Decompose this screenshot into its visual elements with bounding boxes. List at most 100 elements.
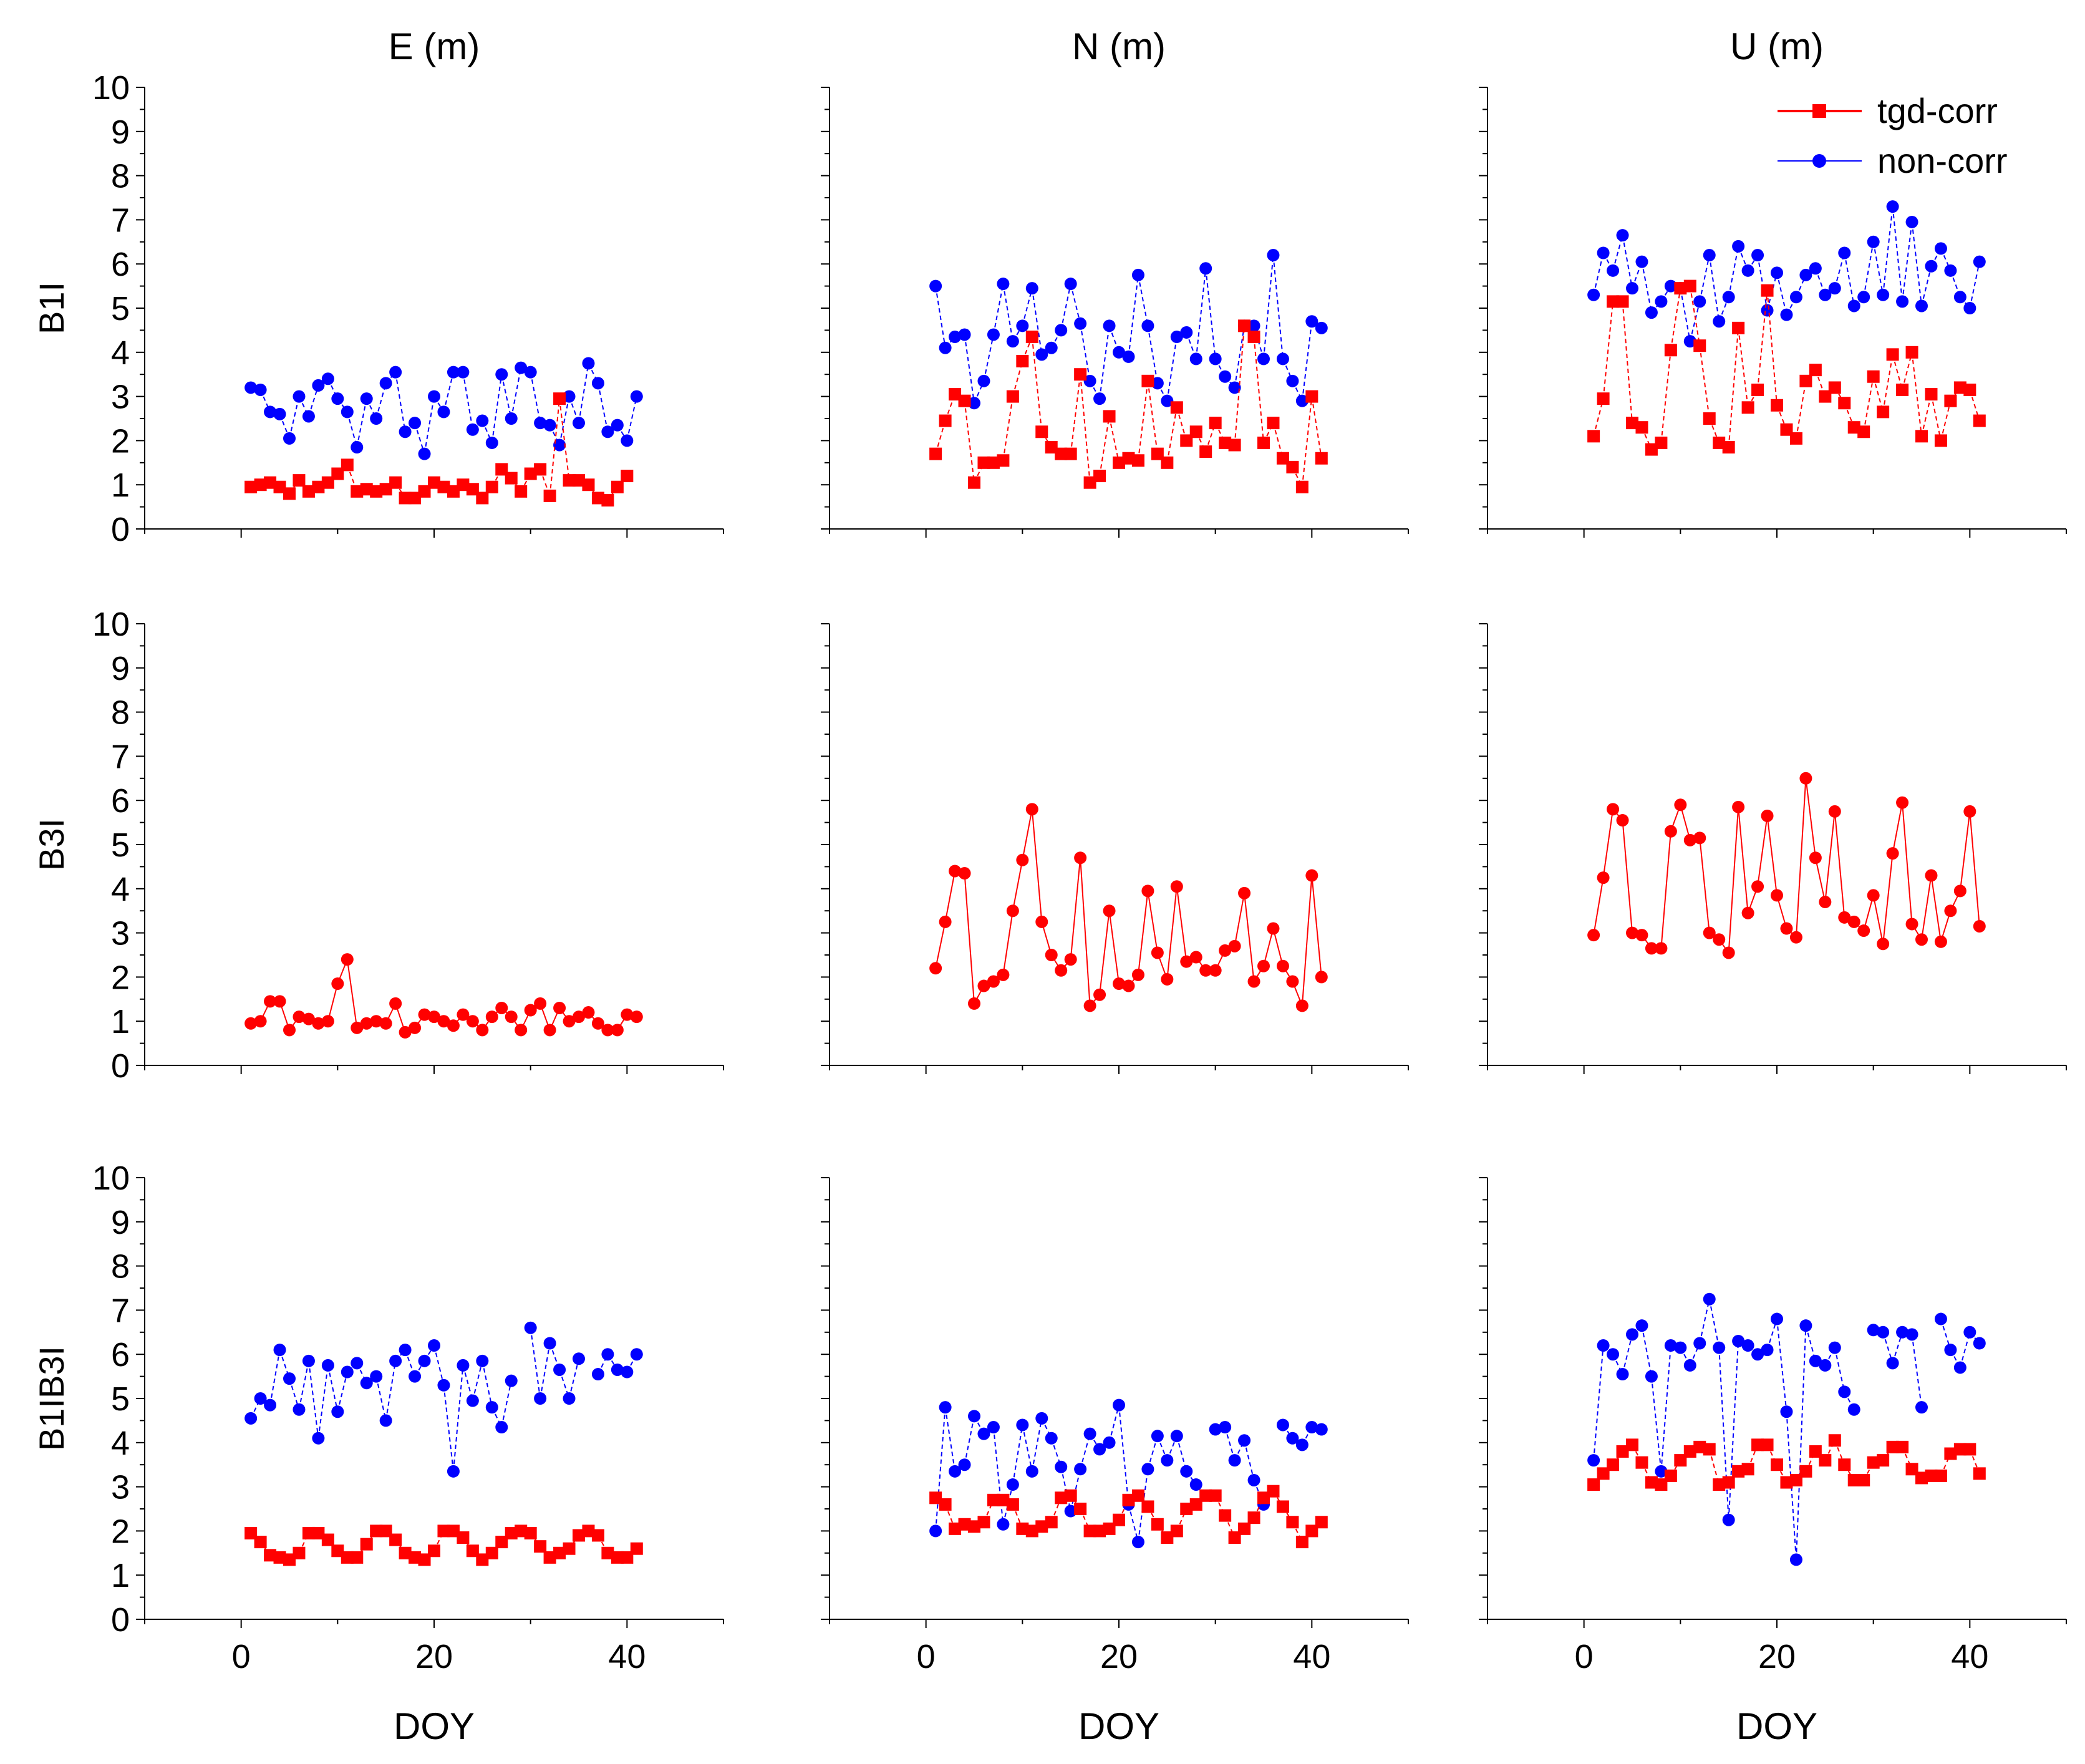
data-point bbox=[1741, 1463, 1754, 1476]
series-line-segment bbox=[964, 873, 975, 1004]
data-point bbox=[1963, 1325, 1976, 1339]
data-point bbox=[1953, 291, 1966, 304]
series-line-segment bbox=[1708, 1299, 1720, 1348]
data-point bbox=[1722, 291, 1735, 304]
y-tick-label: 5 bbox=[111, 290, 130, 327]
data-point bbox=[611, 1551, 624, 1564]
data-point bbox=[312, 1432, 325, 1445]
data-point bbox=[1703, 1443, 1716, 1456]
data-point bbox=[1025, 803, 1038, 816]
data-point bbox=[1944, 904, 1957, 918]
series-tgd-corr bbox=[244, 1524, 643, 1566]
data-point bbox=[389, 1533, 402, 1546]
data-point bbox=[505, 1010, 518, 1024]
series-line-segment bbox=[1070, 374, 1081, 454]
data-point bbox=[485, 1401, 498, 1414]
data-point bbox=[418, 1008, 431, 1021]
data-point bbox=[1789, 432, 1802, 445]
data-point bbox=[1809, 364, 1822, 377]
data-point bbox=[1703, 926, 1716, 939]
data-point bbox=[360, 1017, 373, 1030]
series-line-segment bbox=[1650, 1376, 1662, 1471]
y-tick-label: 10 bbox=[92, 1160, 130, 1197]
y-tick-label: 1 bbox=[111, 1557, 130, 1594]
row-label-0: B1I bbox=[32, 282, 71, 334]
data-point bbox=[1819, 1359, 1832, 1372]
series-line-segment bbox=[1622, 235, 1633, 289]
data-point bbox=[505, 472, 518, 485]
data-point bbox=[1093, 470, 1106, 483]
series-line-segment bbox=[1224, 1427, 1236, 1461]
data-point bbox=[293, 390, 306, 403]
data-point bbox=[1674, 798, 1687, 812]
data-point bbox=[977, 1427, 990, 1440]
data-point bbox=[1867, 1324, 1880, 1337]
data-point bbox=[264, 405, 277, 419]
data-point bbox=[1161, 394, 1174, 407]
data-point bbox=[1219, 944, 1232, 957]
data-point bbox=[1925, 1469, 1938, 1482]
series-tgd-corr bbox=[1587, 279, 1986, 456]
data-point bbox=[543, 489, 556, 502]
data-point bbox=[466, 483, 479, 496]
row-label-2: B1IB3I bbox=[32, 1346, 71, 1451]
data-point bbox=[1722, 1513, 1735, 1526]
data-point bbox=[1857, 291, 1870, 304]
data-point bbox=[283, 432, 296, 445]
x-tick-label: 20 bbox=[1100, 1638, 1138, 1675]
data-point bbox=[1180, 326, 1193, 339]
data-point bbox=[1877, 405, 1890, 419]
series-line-segment bbox=[1080, 323, 1091, 381]
column-title-1: N (m) bbox=[1072, 26, 1166, 67]
series-line-segment bbox=[1921, 394, 1932, 437]
data-point bbox=[485, 480, 498, 493]
data-point bbox=[1732, 1465, 1745, 1478]
data-point bbox=[428, 1339, 440, 1352]
data-point bbox=[1886, 1357, 1899, 1370]
series-line-segment bbox=[1940, 400, 1952, 441]
data-point bbox=[1016, 853, 1029, 866]
series-line-segment bbox=[1757, 815, 1768, 887]
data-point bbox=[553, 439, 566, 452]
series-line-segment bbox=[501, 374, 512, 419]
data-point bbox=[1141, 884, 1154, 898]
data-point bbox=[1064, 1489, 1077, 1502]
data-point bbox=[283, 487, 296, 500]
series-tgd-corr bbox=[1587, 772, 1986, 959]
data-point bbox=[1305, 1524, 1318, 1538]
data-point bbox=[1305, 390, 1318, 403]
series-line-segment bbox=[1689, 301, 1701, 342]
series-line-segment bbox=[1176, 407, 1188, 441]
data-point bbox=[1286, 975, 1299, 988]
data-point bbox=[1616, 1445, 1629, 1458]
data-point bbox=[1151, 1518, 1164, 1531]
series-line-segment bbox=[1311, 396, 1322, 458]
data-point bbox=[1170, 1430, 1183, 1443]
data-point bbox=[1877, 938, 1890, 951]
series-line-segment bbox=[1244, 893, 1255, 982]
data-point bbox=[1055, 964, 1068, 977]
data-point bbox=[360, 1538, 373, 1551]
data-point bbox=[389, 476, 402, 489]
data-point bbox=[1286, 1432, 1299, 1445]
data-point bbox=[1093, 392, 1106, 405]
data-point bbox=[929, 1491, 942, 1505]
series-line-segment bbox=[1022, 1425, 1033, 1472]
series-line-segment bbox=[1108, 416, 1120, 463]
data-point bbox=[1180, 1503, 1193, 1515]
data-point bbox=[1161, 972, 1174, 986]
y-tick-label: 6 bbox=[111, 1336, 130, 1374]
series-line-segment bbox=[337, 1372, 348, 1412]
data-point bbox=[1189, 1478, 1202, 1491]
series-line-segment bbox=[491, 374, 503, 443]
y-tick-label: 6 bbox=[111, 782, 130, 820]
series-line-segment bbox=[1099, 416, 1110, 477]
series-line-segment bbox=[1738, 327, 1749, 408]
data-point bbox=[264, 476, 277, 489]
data-point bbox=[524, 1321, 537, 1334]
panel-2-1: 0 20 40 bbox=[821, 1177, 1409, 1675]
series-line-segment bbox=[1108, 911, 1120, 984]
series-tgd-corr bbox=[244, 392, 634, 506]
series-line-segment bbox=[356, 398, 367, 448]
data-point bbox=[1074, 368, 1087, 381]
